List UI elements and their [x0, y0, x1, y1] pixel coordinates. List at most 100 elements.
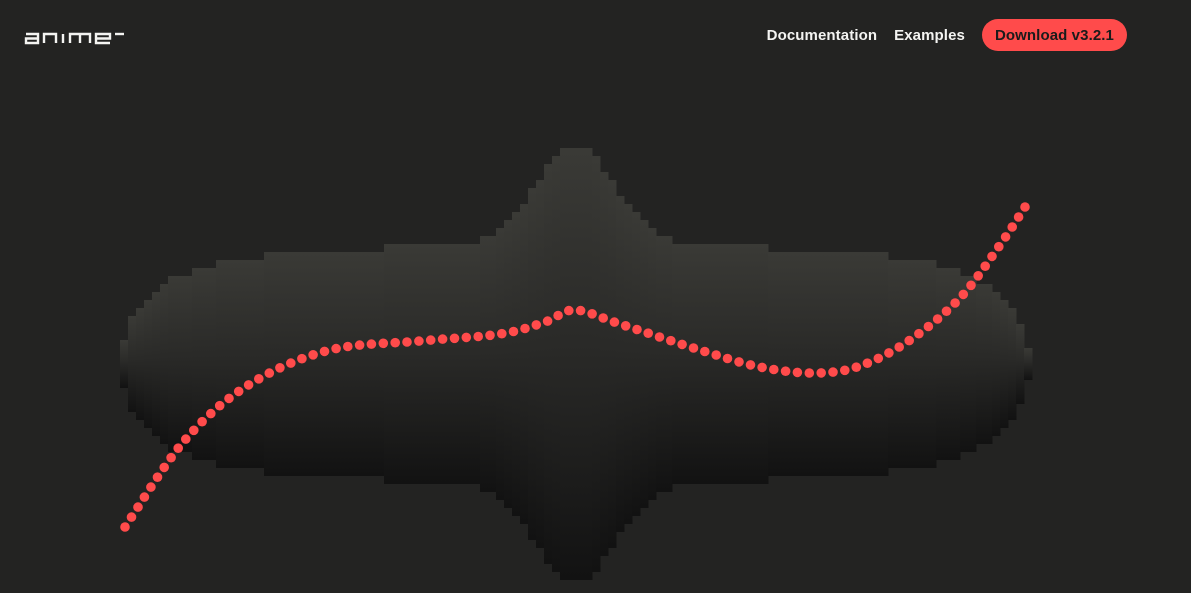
blob-pixel-column — [960, 276, 969, 452]
blob-pixel-column — [320, 252, 329, 476]
blob-pixel-column — [696, 244, 705, 484]
blob-pixel-column — [264, 252, 273, 476]
blob-pixel-column — [888, 260, 897, 468]
blob-pixel-column — [640, 220, 649, 508]
wave-dot — [677, 339, 687, 350]
wave-dot — [308, 350, 318, 360]
blob-pixel-column — [128, 316, 137, 412]
blob-pixel-column — [488, 236, 497, 492]
blob-pixel-column — [712, 244, 721, 484]
wave-dot — [473, 331, 484, 342]
wave-dot — [159, 462, 169, 473]
blob-pixel-column — [376, 252, 385, 476]
wave-dot — [449, 333, 460, 344]
blob-pixel-column — [192, 268, 201, 460]
wave-dot — [769, 364, 779, 375]
wave-dot — [958, 289, 969, 300]
wave-dot — [331, 343, 341, 354]
blob-pixel-column — [536, 180, 545, 548]
wave-dot — [553, 310, 563, 321]
blob-pixel-column — [632, 212, 641, 516]
blob-pixel-column — [904, 260, 913, 468]
blob-pixel-column — [656, 236, 665, 492]
blob-pixel-column — [664, 236, 673, 492]
download-button[interactable]: Download v3.2.1 — [981, 19, 1127, 51]
wave-dot — [531, 320, 542, 330]
wave-dot — [366, 339, 377, 349]
wave-dot — [700, 346, 710, 357]
blob-pixel-column — [520, 204, 529, 524]
blob-pixel-column — [184, 276, 193, 452]
blob-pixel-column — [728, 244, 737, 484]
wave-dot — [950, 298, 960, 308]
blob-pixel-column — [688, 244, 697, 484]
blob-pixel-column — [912, 260, 921, 468]
wave-dot — [275, 363, 285, 373]
wave-dot — [792, 367, 803, 378]
wave-dot — [354, 340, 365, 350]
wave-dot — [520, 323, 530, 334]
top-navigation: anime Documentation Examples Download v3… — [0, 0, 1191, 70]
blob-pixel-column — [808, 252, 817, 476]
nav-link-documentation[interactable]: Documentation — [766, 26, 878, 44]
blob-pixel-column — [856, 252, 865, 476]
wave-dot — [233, 386, 244, 397]
wave-dot — [319, 346, 330, 357]
blob-pixel-column — [240, 260, 249, 468]
blob-pixel-column — [624, 204, 633, 524]
wave-dot — [286, 358, 296, 368]
blob-pixel-column — [784, 252, 793, 476]
blob-pixel-column — [952, 268, 961, 460]
logo-icon — [24, 32, 124, 45]
wave-dot — [745, 360, 756, 370]
blob-pixel-column — [992, 292, 1001, 436]
wave-dot — [757, 362, 767, 373]
blob-pixel-column — [328, 252, 337, 476]
blob-pixel-column — [968, 276, 977, 452]
blob-pixel-column — [160, 284, 169, 444]
blob-pixel-column — [248, 260, 257, 468]
blob-pixel-column — [592, 156, 601, 572]
wave-dot — [414, 336, 424, 346]
blob-pixel-column — [424, 244, 433, 484]
wave-dot — [722, 353, 733, 364]
wave-dot — [884, 348, 894, 358]
wave-dot — [688, 343, 699, 353]
blob-pixel-column — [176, 276, 185, 452]
blob-pixel-column — [896, 260, 905, 468]
wave-dot — [243, 380, 254, 390]
blob-pixel-column — [312, 252, 321, 476]
blob-pixel-column — [360, 252, 369, 476]
wave-dot — [914, 328, 924, 339]
blob-pixel-column — [464, 244, 473, 484]
wave-dot — [923, 321, 934, 332]
wave-dot — [973, 271, 983, 281]
wave-dot — [620, 321, 631, 331]
blob-pixel-column — [680, 244, 689, 484]
wave-dot — [152, 472, 163, 483]
wave-dot — [711, 350, 721, 360]
wave-dot — [437, 334, 448, 344]
blob-pixel-column — [472, 244, 481, 484]
wave-dot — [166, 452, 176, 463]
blob-pixel-column — [776, 252, 785, 476]
blob-pixel-column — [672, 244, 681, 484]
anime-logo[interactable]: anime — [24, 26, 126, 46]
blob-pixel-column — [832, 252, 841, 476]
blob-pixel-column — [792, 252, 801, 476]
wave-dot — [780, 366, 791, 377]
blob-pixel-column — [840, 252, 849, 476]
wave-dot — [343, 341, 353, 352]
wave-dot — [904, 335, 914, 346]
wave-dot — [564, 305, 574, 316]
wave-dot — [264, 368, 275, 378]
blob-pixel-column — [496, 228, 505, 500]
blob-pixel-column — [984, 284, 993, 444]
wave-dot — [485, 330, 495, 341]
blob-pixel-column — [1000, 300, 1009, 428]
wave-dot — [133, 502, 143, 512]
nav-link-examples[interactable]: Examples — [894, 26, 965, 44]
blob-pixel-column — [816, 252, 825, 476]
wave-dot — [587, 309, 597, 319]
